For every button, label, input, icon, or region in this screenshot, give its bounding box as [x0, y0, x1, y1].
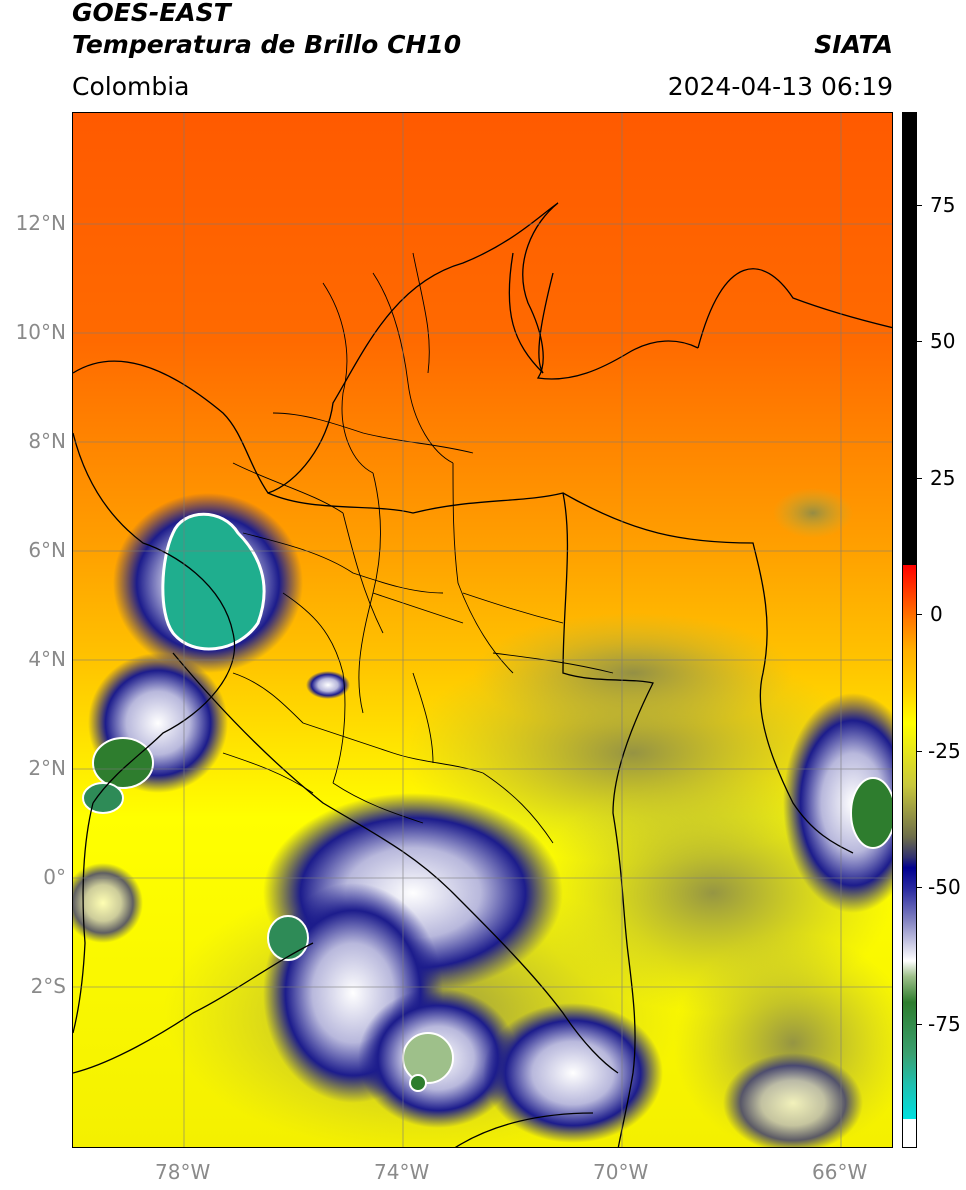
colorbar-label-minus50: -50 [928, 875, 961, 899]
graticule [73, 113, 892, 1147]
colorbar-tick-mark [917, 205, 922, 206]
title-line-1: GOES-EAST [72, 0, 231, 27]
map-panel [72, 112, 893, 1148]
lat-tick-12n: 12°N [15, 211, 66, 235]
colorbar-tick-mark [917, 341, 922, 342]
colorbar-tick-mark [917, 887, 922, 888]
lon-tick-74w: 74°W [374, 1160, 430, 1184]
title-line-2: Temperatura de Brillo CH10 [72, 30, 462, 59]
colorbar-tick-mark [917, 478, 922, 479]
lat-tick-6n: 6°N [28, 538, 66, 562]
brightness-temperature-map [73, 113, 892, 1147]
colorbar [902, 112, 917, 1148]
lat-tick-0: 0° [43, 865, 66, 889]
lon-tick-78w: 78°W [155, 1160, 211, 1184]
colorbar-tick-mark [917, 1024, 922, 1025]
colorbar-tick-mark [917, 614, 922, 615]
colorbar-tick-mark [917, 751, 922, 752]
colorbar-label-minus25: -25 [928, 739, 961, 763]
colorbar-label-50: 50 [930, 329, 956, 353]
timestamp-label: 2024-04-13 06:19 [667, 72, 893, 101]
lat-tick-2s: 2°S [30, 974, 66, 998]
colorbar-label-0: 0 [930, 602, 943, 626]
region-label: Colombia [72, 72, 190, 101]
cloud-systems [73, 488, 892, 1147]
lat-tick-10n: 10°N [15, 320, 66, 344]
lat-tick-4n: 4°N [28, 647, 66, 671]
source-label: SIATA [814, 30, 893, 59]
colorbar-label-75: 75 [930, 193, 956, 217]
lon-tick-66w: 66°W [812, 1160, 868, 1184]
department-boundaries [222, 252, 614, 844]
lat-tick-2n: 2°N [28, 756, 66, 780]
lon-tick-70w: 70°W [593, 1160, 649, 1184]
coastline-borders [73, 202, 892, 1147]
colorbar-label-25: 25 [930, 466, 956, 490]
colorbar-label-minus75: -75 [928, 1012, 961, 1036]
lat-tick-8n: 8°N [28, 429, 66, 453]
